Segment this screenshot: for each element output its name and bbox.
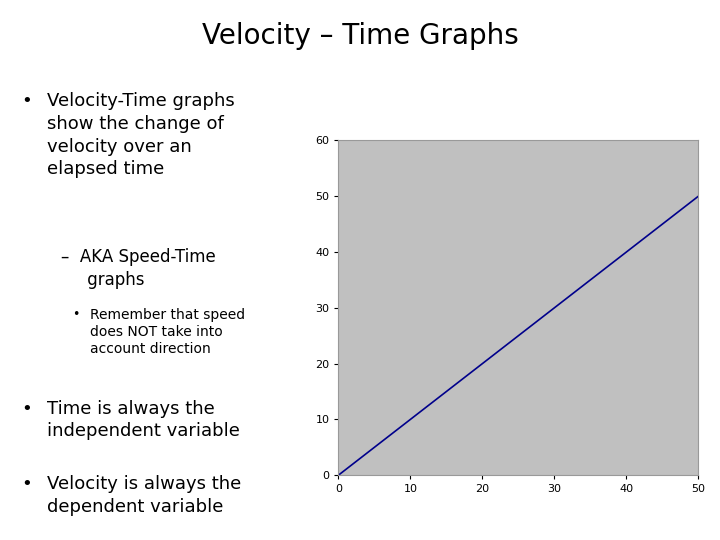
Text: Velocity is always the
dependent variable: Velocity is always the dependent variabl… xyxy=(47,475,241,516)
Text: Time is always the
independent variable: Time is always the independent variable xyxy=(47,400,240,441)
Text: –  AKA Speed-Time
     graphs: – AKA Speed-Time graphs xyxy=(61,248,216,289)
Text: •: • xyxy=(22,400,32,417)
Text: Velocity – Time Graphs: Velocity – Time Graphs xyxy=(202,22,518,50)
Text: Remember that speed
does NOT take into
account direction: Remember that speed does NOT take into a… xyxy=(90,308,245,356)
Text: •: • xyxy=(22,92,32,110)
Text: Velocity-Time graphs
show the change of
velocity over an
elapsed time: Velocity-Time graphs show the change of … xyxy=(47,92,235,179)
Text: •: • xyxy=(22,475,32,493)
Text: •: • xyxy=(72,308,79,321)
